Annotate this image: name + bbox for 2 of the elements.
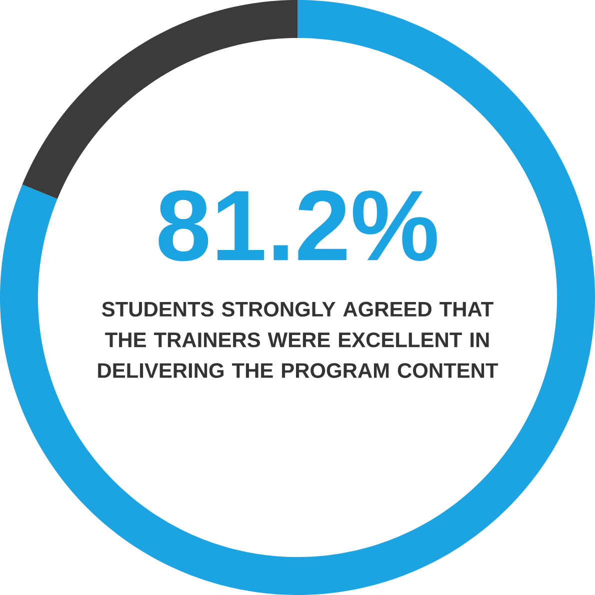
data-label: 81.2% xyxy=(158,190,437,262)
text: STUDENTS STRONGLY AGREED THAT THE TRAINERS WERE EXCELLENT IN DELIVERING THE PROGRAM CONTENT xyxy=(98,302,498,378)
